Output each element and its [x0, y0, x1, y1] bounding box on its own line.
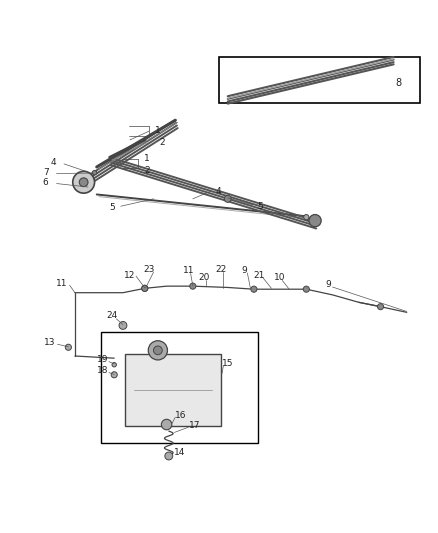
Text: 21: 21 — [254, 271, 265, 280]
Circle shape — [161, 419, 172, 430]
Text: 9: 9 — [241, 266, 247, 275]
Text: 5: 5 — [258, 202, 263, 211]
Text: 11: 11 — [56, 279, 67, 288]
Text: 11: 11 — [183, 266, 194, 276]
Text: 7: 7 — [43, 168, 49, 177]
Text: 10: 10 — [273, 273, 285, 282]
Circle shape — [142, 285, 148, 292]
Text: 1: 1 — [155, 126, 161, 135]
Text: 2: 2 — [159, 138, 165, 147]
Circle shape — [119, 321, 127, 329]
Bar — [101, 332, 258, 443]
Text: 1: 1 — [144, 154, 150, 163]
Circle shape — [79, 178, 88, 187]
Text: 2: 2 — [144, 166, 150, 175]
Circle shape — [309, 215, 321, 227]
Circle shape — [251, 286, 257, 292]
Text: 24: 24 — [106, 311, 118, 320]
Circle shape — [65, 344, 71, 350]
Text: 14: 14 — [174, 448, 185, 457]
Circle shape — [378, 304, 384, 310]
Text: 19: 19 — [97, 356, 109, 365]
Circle shape — [224, 195, 231, 203]
Bar — [125, 354, 221, 426]
Text: 13: 13 — [44, 338, 55, 348]
Text: 4: 4 — [50, 158, 56, 167]
Circle shape — [304, 215, 309, 220]
Text: 22: 22 — [215, 264, 227, 273]
Circle shape — [92, 171, 97, 175]
Circle shape — [112, 362, 117, 367]
Text: 9: 9 — [325, 280, 331, 289]
Text: 18: 18 — [97, 366, 109, 375]
Circle shape — [153, 346, 162, 354]
Text: 5: 5 — [109, 203, 115, 212]
Circle shape — [303, 286, 309, 292]
Circle shape — [165, 452, 173, 460]
Text: 12: 12 — [124, 271, 135, 280]
Text: 17: 17 — [189, 421, 200, 430]
Text: 4: 4 — [215, 187, 221, 196]
Text: 6: 6 — [43, 178, 49, 187]
Text: 8: 8 — [395, 78, 401, 88]
Bar — [219, 57, 420, 103]
Circle shape — [73, 171, 95, 193]
Circle shape — [142, 285, 148, 292]
Text: 15: 15 — [222, 359, 233, 368]
Text: 16: 16 — [175, 411, 186, 421]
Circle shape — [190, 283, 196, 289]
Text: 20: 20 — [198, 273, 209, 282]
Text: 23: 23 — [144, 264, 155, 273]
Circle shape — [111, 372, 117, 378]
Circle shape — [148, 341, 167, 360]
